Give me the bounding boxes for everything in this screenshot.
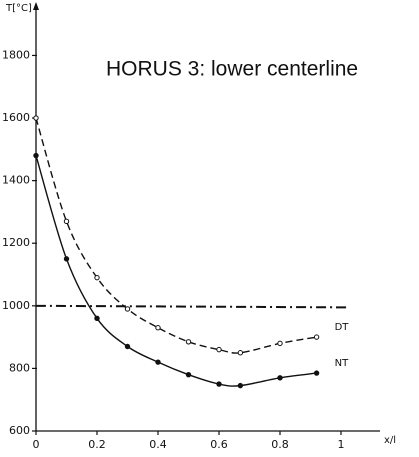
data-point bbox=[185, 339, 192, 345]
data-point bbox=[313, 370, 320, 376]
data-point bbox=[185, 371, 192, 378]
data-point bbox=[124, 343, 131, 350]
chart-title: HORUS 3: lower centerline bbox=[106, 58, 358, 81]
x-tick-label: 0 bbox=[33, 438, 40, 451]
series-line bbox=[35, 117, 317, 354]
series-label: DT bbox=[335, 322, 350, 333]
data-point bbox=[155, 359, 161, 365]
data-point bbox=[94, 315, 100, 322]
data-point bbox=[124, 306, 131, 312]
data-point bbox=[237, 350, 244, 356]
x-tick-label: 0.2 bbox=[88, 438, 106, 451]
data-point bbox=[33, 115, 39, 121]
series-line bbox=[35, 155, 317, 387]
y-tick-label: 1200 bbox=[2, 236, 30, 249]
data-point bbox=[277, 375, 283, 381]
series-label: NT bbox=[335, 358, 349, 369]
y-tick-label: 800 bbox=[9, 361, 30, 374]
data-point bbox=[237, 382, 244, 389]
y-tick-label: 1800 bbox=[2, 48, 30, 61]
data-point bbox=[63, 218, 70, 225]
x-tick-label: 1 bbox=[338, 438, 345, 451]
x-tick-label: 0.4 bbox=[149, 438, 167, 451]
x-tick-label: 0.8 bbox=[271, 438, 289, 451]
data-point bbox=[216, 346, 222, 353]
data-point bbox=[33, 152, 39, 159]
x-axis-label: x/l bbox=[384, 435, 396, 446]
data-point bbox=[63, 256, 70, 262]
data-point bbox=[277, 340, 283, 347]
y-tick-label: 1000 bbox=[2, 299, 30, 312]
data-point bbox=[155, 325, 161, 331]
data-point bbox=[216, 381, 222, 387]
y-axis-label: T[°C] bbox=[5, 3, 32, 14]
y-tick-label: 1600 bbox=[2, 111, 30, 124]
y-tick-label: 1400 bbox=[2, 174, 30, 187]
data-point bbox=[94, 274, 100, 281]
data-point bbox=[313, 334, 320, 340]
series-line bbox=[35, 304, 348, 309]
y-tick-label: 600 bbox=[9, 424, 30, 437]
x-tick-label: 0.6 bbox=[210, 438, 228, 451]
y-axis-arrow bbox=[33, 2, 39, 10]
